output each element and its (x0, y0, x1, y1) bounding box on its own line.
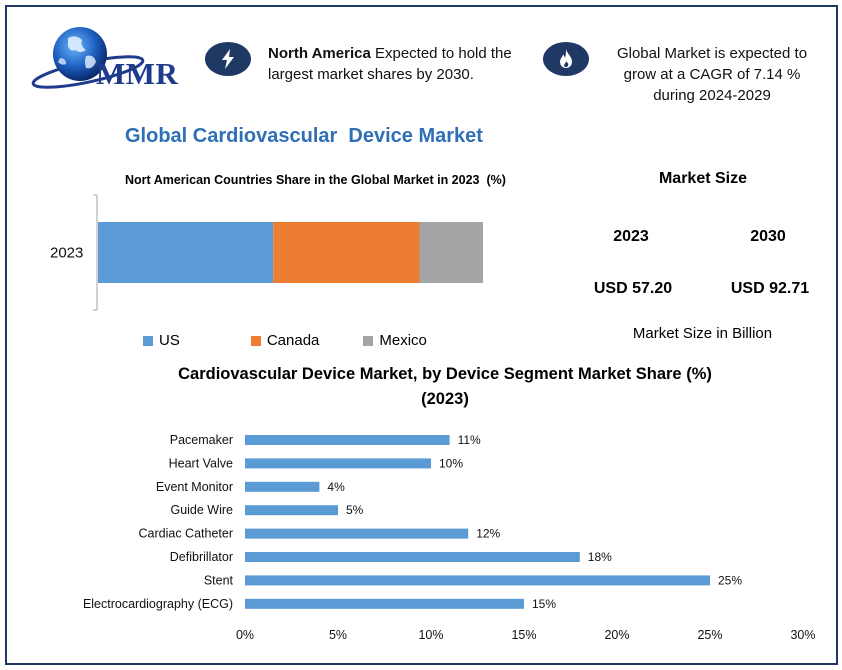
stacked-segment-mexico (419, 222, 483, 283)
data-label: 10% (439, 456, 463, 470)
data-label: 11% (458, 433, 481, 447)
info-text-1: Expected to hold the largest market shar… (268, 45, 512, 83)
bar-guide-wire (245, 505, 338, 516)
chart1-title: Nort American Countries Share in the Glo… (125, 173, 506, 187)
legend-label: Mexico (379, 332, 427, 349)
info-bold-region: North America (268, 45, 371, 62)
data-label: 4% (327, 480, 345, 494)
stacked-segment-canada (273, 222, 420, 283)
market-size-year-2023: 2023 (613, 228, 649, 245)
x-tick-label: 25% (697, 628, 722, 642)
data-label: 25% (718, 573, 742, 587)
category-label: Event Monitor (156, 480, 233, 494)
legend-item-us: US (143, 332, 180, 349)
market-size-note: Market Size in Billion (632, 325, 773, 342)
legend-swatch (143, 335, 153, 346)
bar-heart-valve (245, 458, 431, 469)
x-tick-label: 10% (418, 628, 443, 642)
data-label: 18% (588, 550, 612, 564)
legend-label: Canada (266, 332, 320, 349)
chart2-title: Cardiovascular Device Market, by Device … (150, 362, 740, 412)
market-size-year-2030: 2030 (750, 228, 786, 245)
data-label: 15% (532, 597, 556, 611)
bar-event-monitor (245, 481, 320, 492)
market-size-value-2023: USD 57.20 (593, 280, 673, 297)
data-label: 12% (476, 527, 500, 541)
x-tick-label: 15% (511, 628, 536, 642)
chart1-legend: US Canada Mexico (143, 332, 427, 349)
x-tick-label: 5% (329, 628, 347, 642)
legend-swatch (363, 335, 374, 346)
x-tick-label: 0% (236, 628, 254, 642)
info-cagr: Global Market is expected to grow at a C… (616, 45, 808, 104)
flame-icon (543, 42, 589, 76)
bar-cardiac-catheter (245, 528, 469, 539)
stacked-segment-us (98, 222, 274, 283)
globe-icon (31, 27, 145, 89)
category-label: Guide Wire (170, 503, 233, 517)
bar-pacemaker (245, 435, 450, 445)
segment-bar-chart: Pacemaker 11% Heart Valve 10% Event Monitor 4… (83, 433, 816, 642)
bar-electrocardiography-ecg (245, 598, 524, 609)
category-label: Pacemaker (170, 433, 233, 447)
chart1-category-label: 2023 (50, 245, 83, 262)
category-label: Defibrillator (170, 550, 233, 564)
page-frame (5, 5, 838, 665)
category-label: Heart Valve (169, 456, 233, 470)
main-title: Global Cardiovascular Device Market (125, 125, 483, 147)
x-tick-label: 30% (790, 628, 815, 642)
chart2-title-sub: (2023) (421, 390, 469, 408)
market-size-value-2030: USD 92.71 (730, 280, 810, 297)
bar-stent (245, 575, 710, 586)
logo-text: MMR (96, 56, 179, 91)
legend-label: US (159, 332, 180, 349)
lightning-icon (205, 42, 251, 76)
legend-item-mexico: Mexico (363, 332, 427, 349)
data-label: 5% (346, 503, 364, 517)
legend-item-canada: Canada (250, 332, 320, 349)
x-tick-label: 20% (604, 628, 629, 642)
market-size-title: Market Size (658, 170, 748, 187)
chart2-title-main: Cardiovascular Device Market, by Device … (178, 365, 712, 383)
info-north-america: North America Expected to hold the large… (268, 43, 528, 85)
mmr-logo: MMR (30, 22, 190, 92)
stacked-bar-chart: 2023 (50, 194, 483, 311)
category-label: Cardiac Catheter (139, 527, 234, 541)
legend-swatch (250, 335, 261, 346)
category-label: Stent (204, 573, 234, 587)
bar-defibrillator (245, 552, 580, 562)
category-label: Electrocardiography (ECG) (83, 597, 233, 611)
